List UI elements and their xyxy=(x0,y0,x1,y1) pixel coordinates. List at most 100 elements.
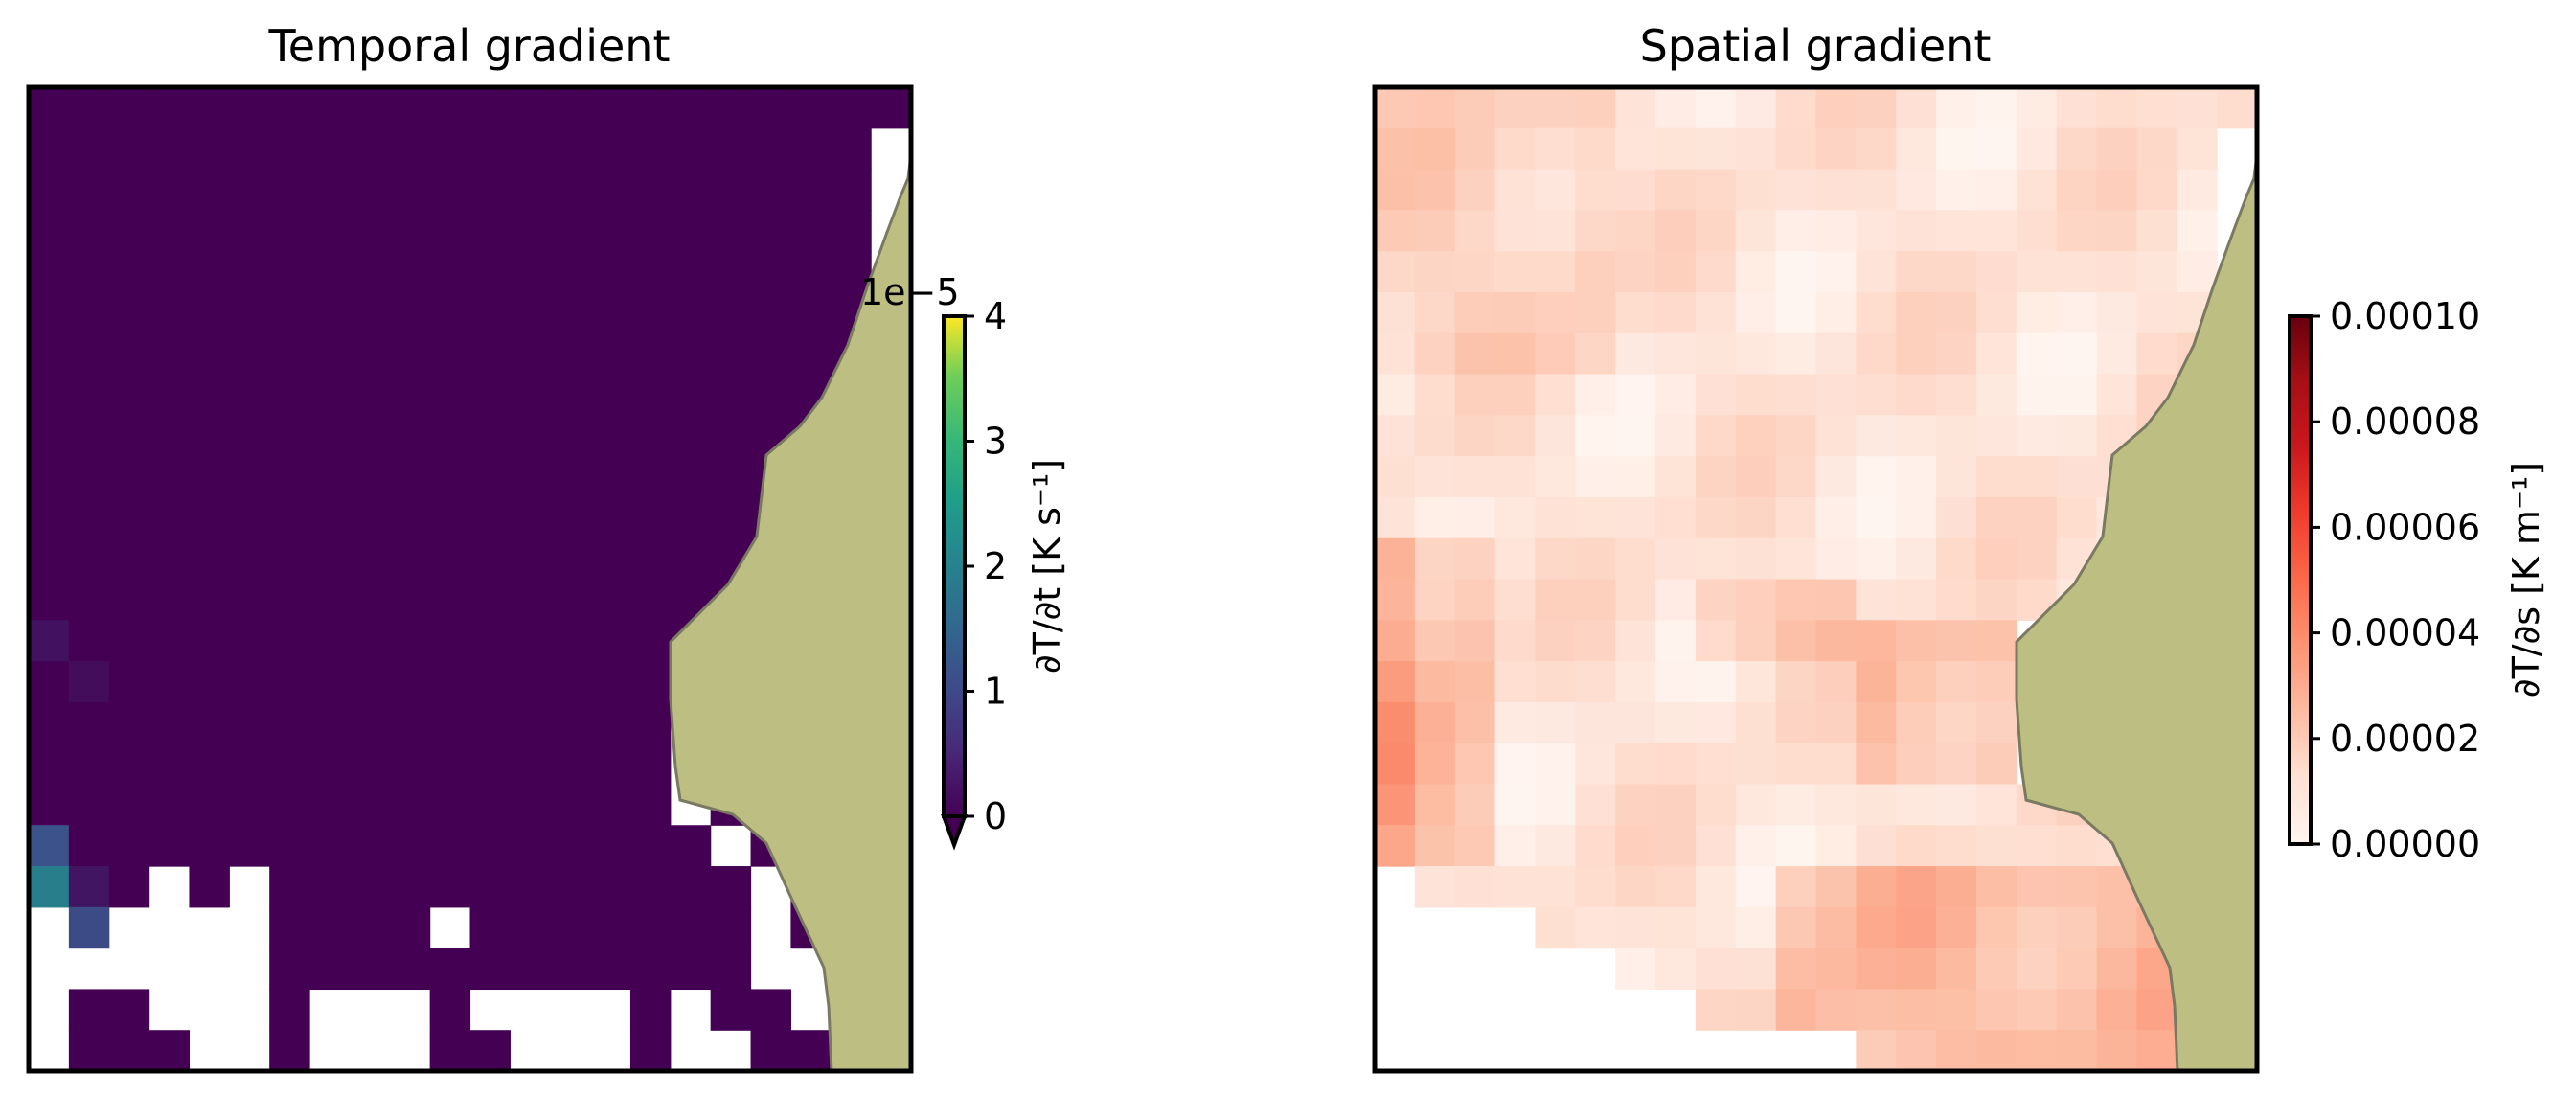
spatial-cell xyxy=(1655,374,1697,416)
spatial-cell xyxy=(1815,127,1857,171)
spatial-cell xyxy=(1735,251,1777,293)
spatial-cell xyxy=(1535,825,1576,867)
temporal-cell xyxy=(349,784,391,826)
temporal-cell xyxy=(349,251,391,293)
temporal-cell xyxy=(108,496,150,539)
spatial-cell xyxy=(1695,291,1737,334)
spatial-cell xyxy=(1815,291,1857,334)
temporal-cell xyxy=(469,579,511,621)
spatial-cell xyxy=(1815,87,1857,129)
spatial-cell xyxy=(1615,701,1656,744)
temporal-cell xyxy=(590,906,631,949)
temporal-cell xyxy=(871,87,912,129)
spatial-cell xyxy=(1896,620,1937,662)
spatial-cell xyxy=(1575,415,1616,457)
temporal-cell xyxy=(29,579,70,621)
spatial-cell xyxy=(1454,701,1496,744)
temporal-cell xyxy=(590,169,631,211)
temporal-cell xyxy=(550,456,591,498)
temporal-cell xyxy=(831,127,872,171)
temporal-cell xyxy=(189,620,230,662)
spatial-cell xyxy=(1975,661,2017,703)
spatial-cell xyxy=(1975,127,2017,171)
spatial-cell xyxy=(1695,743,1737,786)
temporal-cell xyxy=(389,415,431,457)
temporal-cell xyxy=(189,579,230,621)
temporal-cell xyxy=(389,127,431,171)
spatial-cell xyxy=(1775,784,1817,826)
spatial-cell xyxy=(1494,784,1537,826)
spatial-cell xyxy=(1375,332,1416,376)
spatial-cell xyxy=(1815,537,1857,581)
temporal-cell xyxy=(429,989,471,1031)
spatial-cell xyxy=(1735,989,1777,1031)
spatial-cell xyxy=(1655,87,1697,129)
temporal-cell xyxy=(550,537,591,581)
temporal-cell xyxy=(229,127,270,171)
spatial-cell xyxy=(1375,291,1416,334)
temporal-cell xyxy=(750,374,792,416)
spatial-colorbar-fill xyxy=(2290,316,2311,844)
temporal-cell xyxy=(229,332,270,376)
spatial-cell xyxy=(2136,169,2177,211)
spatial-cell xyxy=(1655,332,1697,376)
temporal-cell xyxy=(389,332,431,376)
temporal-cell xyxy=(469,496,511,539)
temporal-cell xyxy=(229,620,270,662)
temporal-cell xyxy=(550,169,591,211)
spatial-cell xyxy=(1815,661,1857,703)
spatial-cell xyxy=(1815,906,1857,949)
temporal-cell xyxy=(469,948,511,991)
temporal-cell xyxy=(68,701,110,744)
spatial-cell xyxy=(1815,743,1857,786)
spatial-cell xyxy=(1655,456,1697,498)
temporal-cell xyxy=(349,496,391,539)
temporal-cell xyxy=(710,374,752,416)
temporal-cell xyxy=(670,415,712,457)
spatial-cell xyxy=(1735,374,1777,416)
spatial-cell xyxy=(2016,291,2058,334)
temporal-cell xyxy=(590,537,631,581)
temporal-cell xyxy=(629,127,672,171)
spatial-cell xyxy=(1936,743,1977,786)
temporal-cell xyxy=(108,127,150,171)
spatial-cell xyxy=(1535,169,1576,211)
temporal-cell xyxy=(148,1030,191,1072)
temporal-cell xyxy=(108,87,150,129)
temporal-cell xyxy=(229,169,270,211)
temporal-cell xyxy=(629,374,672,416)
spatial-cell xyxy=(1375,415,1416,457)
spatial-cell xyxy=(1856,661,1897,703)
temporal-cell xyxy=(710,866,752,908)
temporal-cell xyxy=(590,210,631,252)
spatial-cell xyxy=(2136,291,2177,334)
spatial-cell xyxy=(1975,291,2017,334)
spatial-cell xyxy=(1856,374,1897,416)
spatial-cell xyxy=(2056,456,2098,498)
spatial-cell xyxy=(1575,127,1616,171)
temporal-cell xyxy=(429,866,471,908)
spatial-cell xyxy=(1896,127,1937,171)
temporal-cell xyxy=(269,210,310,252)
temporal-cell xyxy=(429,743,471,786)
spatial-cell xyxy=(1695,906,1737,949)
spatial-cell xyxy=(1494,374,1537,416)
spatial-cell xyxy=(1975,210,2017,252)
temporal-cell xyxy=(550,620,591,662)
temporal-cell xyxy=(629,579,672,621)
spatial-cell xyxy=(1815,948,1857,991)
spatial-cell xyxy=(1494,87,1537,129)
temporal-cell xyxy=(629,743,672,786)
spatial-cell xyxy=(1655,579,1697,621)
spatial-cell xyxy=(1975,251,2017,293)
temporal-cell xyxy=(389,866,431,908)
temporal-cell xyxy=(108,825,150,867)
temporal-cell xyxy=(629,620,672,662)
spatial-cell xyxy=(1775,374,1817,416)
temporal-cell xyxy=(269,169,310,211)
spatial-cell xyxy=(1575,661,1616,703)
spatial-cell xyxy=(1454,825,1496,867)
temporal-cell xyxy=(710,906,752,949)
spatial-cell xyxy=(1775,169,1817,211)
spatial-cell xyxy=(1494,866,1537,908)
